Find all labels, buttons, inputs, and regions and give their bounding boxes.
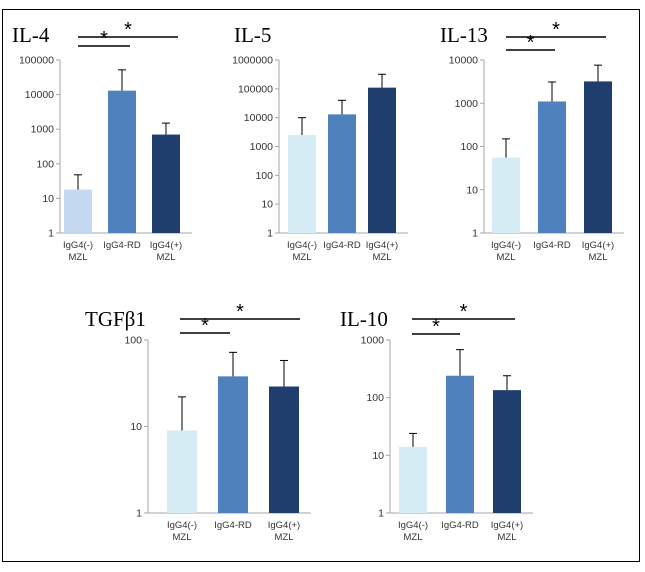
chart-3-tick-label: 1000 <box>455 98 479 110</box>
chart-1-bar <box>108 90 136 233</box>
chart-1-tick-label: 100 <box>36 158 54 170</box>
chart-5-category-label: IgG4(-) <box>398 520 428 531</box>
chart-5-tick-label: 10 <box>372 450 384 462</box>
chart-3-bar <box>538 101 566 233</box>
chart-4-bar <box>269 386 299 513</box>
chart-2-category-label: MZL <box>293 252 312 263</box>
chart-5-tick-label: 1 <box>378 508 384 520</box>
chart-3-bar <box>492 157 520 233</box>
chart-5-tick-label: 1000 <box>361 335 385 347</box>
chart-3-category-label: IgG4(+) <box>582 240 614 251</box>
chart-4-tick-label: 100 <box>124 335 142 347</box>
chart-5-bar <box>446 375 474 513</box>
chart-4-title: TGFβ1 <box>85 307 146 331</box>
chart-1-category-label: IgG4(+) <box>150 240 182 251</box>
chart-4-tick-label: 1 <box>136 508 142 520</box>
chart-1-category-label: MZL <box>157 252 176 263</box>
chart-5-tick-label: 100 <box>366 392 384 404</box>
chart-2-tick-label: 1 <box>267 228 273 240</box>
chart-3-significance-star: * <box>552 19 560 41</box>
chart-3-bar <box>584 81 612 234</box>
chart-5-significance-star: * <box>432 316 440 338</box>
chart-2-title: IL-5 <box>234 23 271 47</box>
chart-1-tick-label: 1000 <box>31 124 55 136</box>
chart-4-bar <box>167 430 197 513</box>
chart-2-bar <box>368 87 396 233</box>
chart-1-category-label: IgG4(-) <box>63 240 93 251</box>
chart-4-category-label: IgG4-RD <box>214 520 252 531</box>
chart-4-category-label: IgG4(-) <box>167 520 197 531</box>
chart-3-category-label: MZL <box>497 252 516 263</box>
chart-2-tick-label: 10 <box>261 199 273 211</box>
chart-2-tick-label: 1000 <box>250 141 274 153</box>
chart-1-significance-star: * <box>124 19 132 41</box>
chart-1-bar <box>64 189 92 233</box>
chart-5-bar <box>493 390 521 513</box>
chart-1-tick-label: 1 <box>48 228 54 240</box>
chart-2-tick-label: 100 <box>255 170 273 182</box>
chart-3-significance-star: * <box>527 32 535 54</box>
chart-3-tick-label: 1 <box>472 228 478 240</box>
chart-5-bar <box>399 446 427 513</box>
chart-1-category-label: MZL <box>69 252 88 263</box>
chart-3-category-label: IgG4-RD <box>533 240 571 251</box>
chart-2-bar <box>328 114 356 233</box>
chart-3-category-label: IgG4(-) <box>491 240 521 251</box>
chart-3-tick-label: 10000 <box>449 55 478 67</box>
chart-2-tick-label: 100000 <box>238 83 273 95</box>
chart-1-significance-star: * <box>100 28 108 50</box>
chart-3-title: IL-13 <box>440 23 488 47</box>
chart-4-bar <box>218 376 248 513</box>
chart-4-category-label: MZL <box>275 532 294 543</box>
chart-1-tick-label: 10000 <box>25 89 54 101</box>
chart-2-category-label: IgG4(+) <box>366 240 398 251</box>
chart-2-category-label: IgG4-RD <box>323 240 361 251</box>
chart-4-significance-star: * <box>236 301 244 323</box>
chart-1-title: IL-4 <box>12 23 50 47</box>
chart-2-category-label: IgG4(-) <box>287 240 317 251</box>
chart-3-category-label: MZL <box>589 252 608 263</box>
chart-5-significance-star: * <box>460 301 468 323</box>
chart-4-significance-star: * <box>201 315 209 337</box>
chart-5-category-label: IgG4(+) <box>491 520 523 531</box>
chart-4-category-label: IgG4(+) <box>268 520 300 531</box>
chart-5-category-label: MZL <box>404 532 423 543</box>
chart-1-tick-label: 10 <box>42 193 54 205</box>
chart-1-bar <box>152 134 180 233</box>
chart-3-tick-label: 100 <box>460 141 478 153</box>
chart-5-category-label: MZL <box>498 532 517 543</box>
chart-2-tick-label: 10000 <box>244 112 273 124</box>
chart-2-bar <box>288 135 316 233</box>
chart-1-tick-label: 100000 <box>19 55 54 67</box>
chart-2-tick-label: 1000000 <box>232 55 273 67</box>
chart-1-category-label: IgG4-RD <box>103 240 141 251</box>
chart-2-category-label: MZL <box>373 252 392 263</box>
chart-5-title: IL-10 <box>340 307 388 331</box>
chart-5-category-label: IgG4-RD <box>441 520 479 531</box>
chart-4-tick-label: 10 <box>130 421 142 433</box>
chart-3-tick-label: 10 <box>466 184 478 196</box>
chart-4-category-label: MZL <box>173 532 192 543</box>
